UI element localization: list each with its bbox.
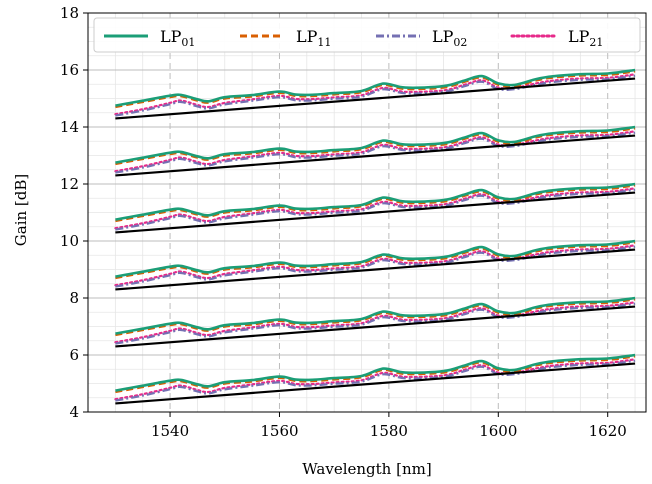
y-tick-label: 12 bbox=[60, 175, 79, 193]
axis-ticks: 1540 1560 1580 1600 1620 4 6 8 10 12 14 16 18 bbox=[60, 4, 627, 440]
series-line-lp21-group-2 bbox=[114, 130, 637, 173]
y-tick-label: 8 bbox=[69, 289, 79, 307]
series-line-lp21-group-6 bbox=[114, 358, 637, 401]
series-line-lp11-group-3 bbox=[115, 184, 636, 223]
reference-line-group-5 bbox=[115, 305, 636, 348]
series-line-lp21-group-3 bbox=[114, 187, 637, 230]
legend-label-lp01: LP01 bbox=[160, 27, 195, 49]
series-line-lp02-group-6 bbox=[115, 359, 636, 402]
x-tick-label: 1620 bbox=[589, 422, 627, 440]
x-tick-label: 1560 bbox=[260, 422, 298, 440]
reference-line-group-1 bbox=[115, 77, 636, 120]
series-line-lp02-group-5 bbox=[115, 302, 636, 345]
plot-frame bbox=[87, 12, 647, 413]
reference-line-group-3 bbox=[115, 191, 636, 234]
legend-label-lp02: LP02 bbox=[432, 27, 467, 49]
series-line-lp01-group-4 bbox=[115, 239, 636, 278]
series-line-lp01-group-2 bbox=[115, 125, 636, 164]
series-line-lp11-group-4 bbox=[115, 241, 636, 280]
series-line-lp21-group-1 bbox=[114, 73, 637, 116]
y-axis-title: Gain [dB] bbox=[12, 174, 30, 246]
series-line-lp02-group-1 bbox=[115, 74, 636, 117]
series-line-lp02-group-3 bbox=[115, 188, 636, 231]
series-line-lp11-group-6 bbox=[115, 355, 636, 394]
x-tick-label: 1580 bbox=[370, 422, 408, 440]
legend-label-lp21: LP21 bbox=[568, 27, 603, 49]
legend-label-lp11: LP11 bbox=[296, 27, 331, 49]
series-line-lp01-group-6 bbox=[115, 353, 636, 392]
series-line-lp21-group-5 bbox=[114, 301, 637, 344]
series-line-lp11-group-2 bbox=[115, 127, 636, 166]
series-line-lp01-group-1 bbox=[115, 68, 636, 107]
y-tick-label: 6 bbox=[69, 346, 79, 364]
y-tick-label: 4 bbox=[69, 403, 79, 421]
legend-box bbox=[93, 17, 641, 53]
series-line-lp02-group-2 bbox=[115, 131, 636, 174]
y-tick-label: 18 bbox=[60, 4, 79, 22]
x-axis-title: Wavelength [nm] bbox=[302, 460, 431, 478]
y-tick-label: 10 bbox=[60, 232, 79, 250]
reference-line-group-2 bbox=[115, 134, 636, 177]
y-tick-label: 16 bbox=[60, 61, 79, 79]
series-line-lp11-group-5 bbox=[115, 298, 636, 337]
legend: LP01 LP11 LP02 LP21 bbox=[93, 17, 641, 53]
reference-line-group-6 bbox=[115, 362, 636, 405]
series-line-lp02-group-4 bbox=[115, 245, 636, 288]
series-line-lp21-group-4 bbox=[114, 244, 637, 287]
series-line-lp01-group-5 bbox=[115, 296, 636, 335]
series-line-lp01-group-3 bbox=[115, 182, 636, 221]
series-line-lp11-group-1 bbox=[115, 70, 636, 109]
plot-curves bbox=[114, 68, 637, 405]
reference-line-group-4 bbox=[115, 248, 636, 291]
x-tick-label: 1600 bbox=[479, 422, 517, 440]
x-tick-label: 1540 bbox=[151, 422, 189, 440]
y-tick-label: 14 bbox=[60, 118, 79, 136]
